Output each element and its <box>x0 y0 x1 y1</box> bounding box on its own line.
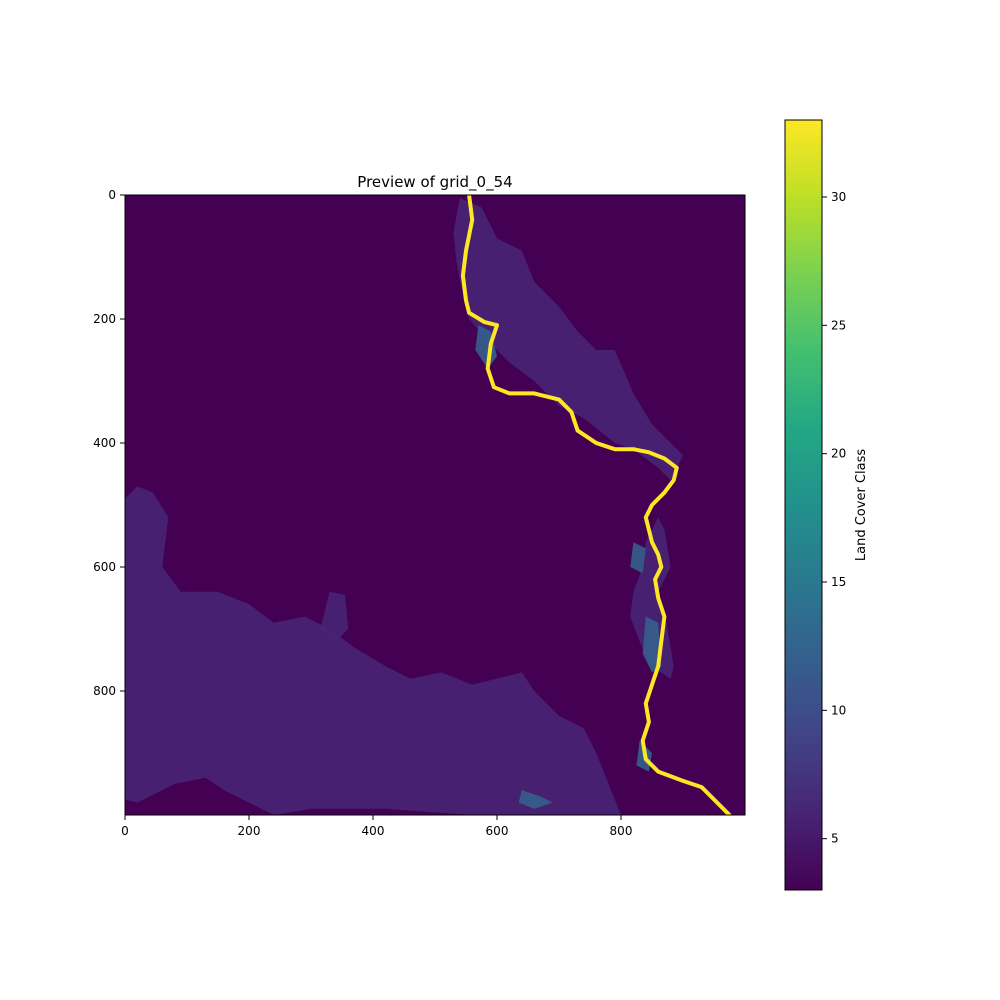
land-cover-regions <box>125 198 683 815</box>
y-tick-label: 0 <box>108 188 116 202</box>
y-tick-label: 600 <box>93 560 116 574</box>
x-tick-label: 600 <box>486 824 509 838</box>
river-class-33 <box>460 195 732 815</box>
colorbar-axis: 5 10 15 20 25 30 <box>822 190 846 846</box>
colorbar <box>784 119 823 891</box>
plot-frame <box>124 194 746 816</box>
colorbar-label: Land Cover Class <box>854 449 869 561</box>
colorbar-tick-label: 15 <box>831 575 846 589</box>
colorbar-tick-label: 5 <box>831 832 839 846</box>
region-class-6-0 <box>125 486 621 815</box>
region-class-12-2 <box>642 616 662 673</box>
x-tick-label: 0 <box>121 824 129 838</box>
region-class-6-1 <box>453 198 683 481</box>
colorbar-tick-label: 10 <box>831 703 846 717</box>
x-axis: 0 200 400 600 800 <box>121 815 632 838</box>
region-class-12-1 <box>630 542 646 574</box>
y-tick-label: 800 <box>93 684 116 698</box>
x-tick-label: 200 <box>238 824 261 838</box>
colorbar-tick-label: 20 <box>831 447 846 461</box>
y-axis: 0 200 400 600 800 <box>93 188 125 698</box>
river-channel <box>460 195 732 815</box>
chart-title: Preview of grid_0_54 <box>357 173 512 192</box>
colorbar-tick-label: 30 <box>831 190 846 204</box>
colorbar-tick-label: 25 <box>831 318 846 332</box>
x-tick-label: 800 <box>610 824 633 838</box>
y-tick-label: 400 <box>93 436 116 450</box>
region-class-6-3 <box>320 591 349 642</box>
region-class-12-4 <box>518 790 553 809</box>
y-tick-label: 200 <box>93 312 116 326</box>
x-tick-label: 400 <box>362 824 385 838</box>
